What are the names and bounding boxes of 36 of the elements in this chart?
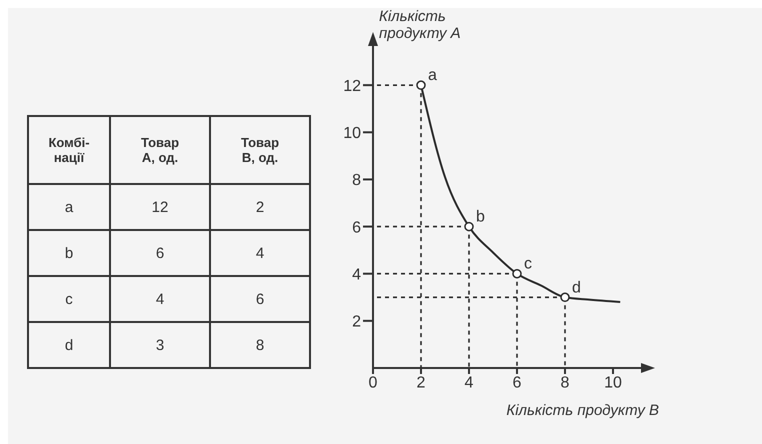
y-tick-label: a (64, 199, 74, 216)
x-tick-label: 10 (604, 374, 622, 392)
point (512, 268, 522, 278)
data-label: 8 (256, 337, 264, 354)
y-tick-label: b (64, 245, 74, 262)
data-label: 4 (256, 245, 264, 262)
y-axis-title: Комбі-нації (47, 135, 91, 165)
data-label: 2 (256, 199, 264, 216)
x-tick-label: 6 (512, 374, 522, 392)
data-label: 3 (156, 337, 164, 354)
y-tick-label: 12 (343, 78, 362, 95)
y-tick-label: 4 (352, 266, 362, 284)
data-label: 6 (256, 291, 264, 308)
point (560, 292, 570, 302)
data-label: 12 (152, 199, 168, 216)
annotation: c (524, 256, 532, 273)
y-tick-label: c (65, 291, 74, 308)
annotation: b (476, 208, 485, 226)
x-tick-label: 4 (464, 374, 474, 392)
y-axis-title: Кількість продукту А (379, 8, 462, 42)
x-tick-label: Товар А, од. (140, 135, 180, 165)
y-tick-label: d (64, 337, 74, 354)
data-label: 4 (156, 291, 164, 308)
y-tick-label: 6 (352, 219, 362, 236)
point (416, 80, 426, 90)
y-tick-label: 8 (352, 172, 362, 190)
x-tick-label: Товар В, од. (240, 135, 280, 165)
data-label: 6 (156, 245, 164, 262)
y-tick-label: 2 (352, 314, 362, 331)
point (464, 222, 474, 232)
annotation: d (572, 279, 581, 296)
annotation: a (428, 67, 437, 84)
x-axis-title: Кількість продукту В (506, 402, 659, 419)
x-tick-label: 8 (560, 374, 570, 392)
x-tick-label: 2 (416, 374, 426, 392)
x-tick-label: 0 (368, 374, 378, 392)
